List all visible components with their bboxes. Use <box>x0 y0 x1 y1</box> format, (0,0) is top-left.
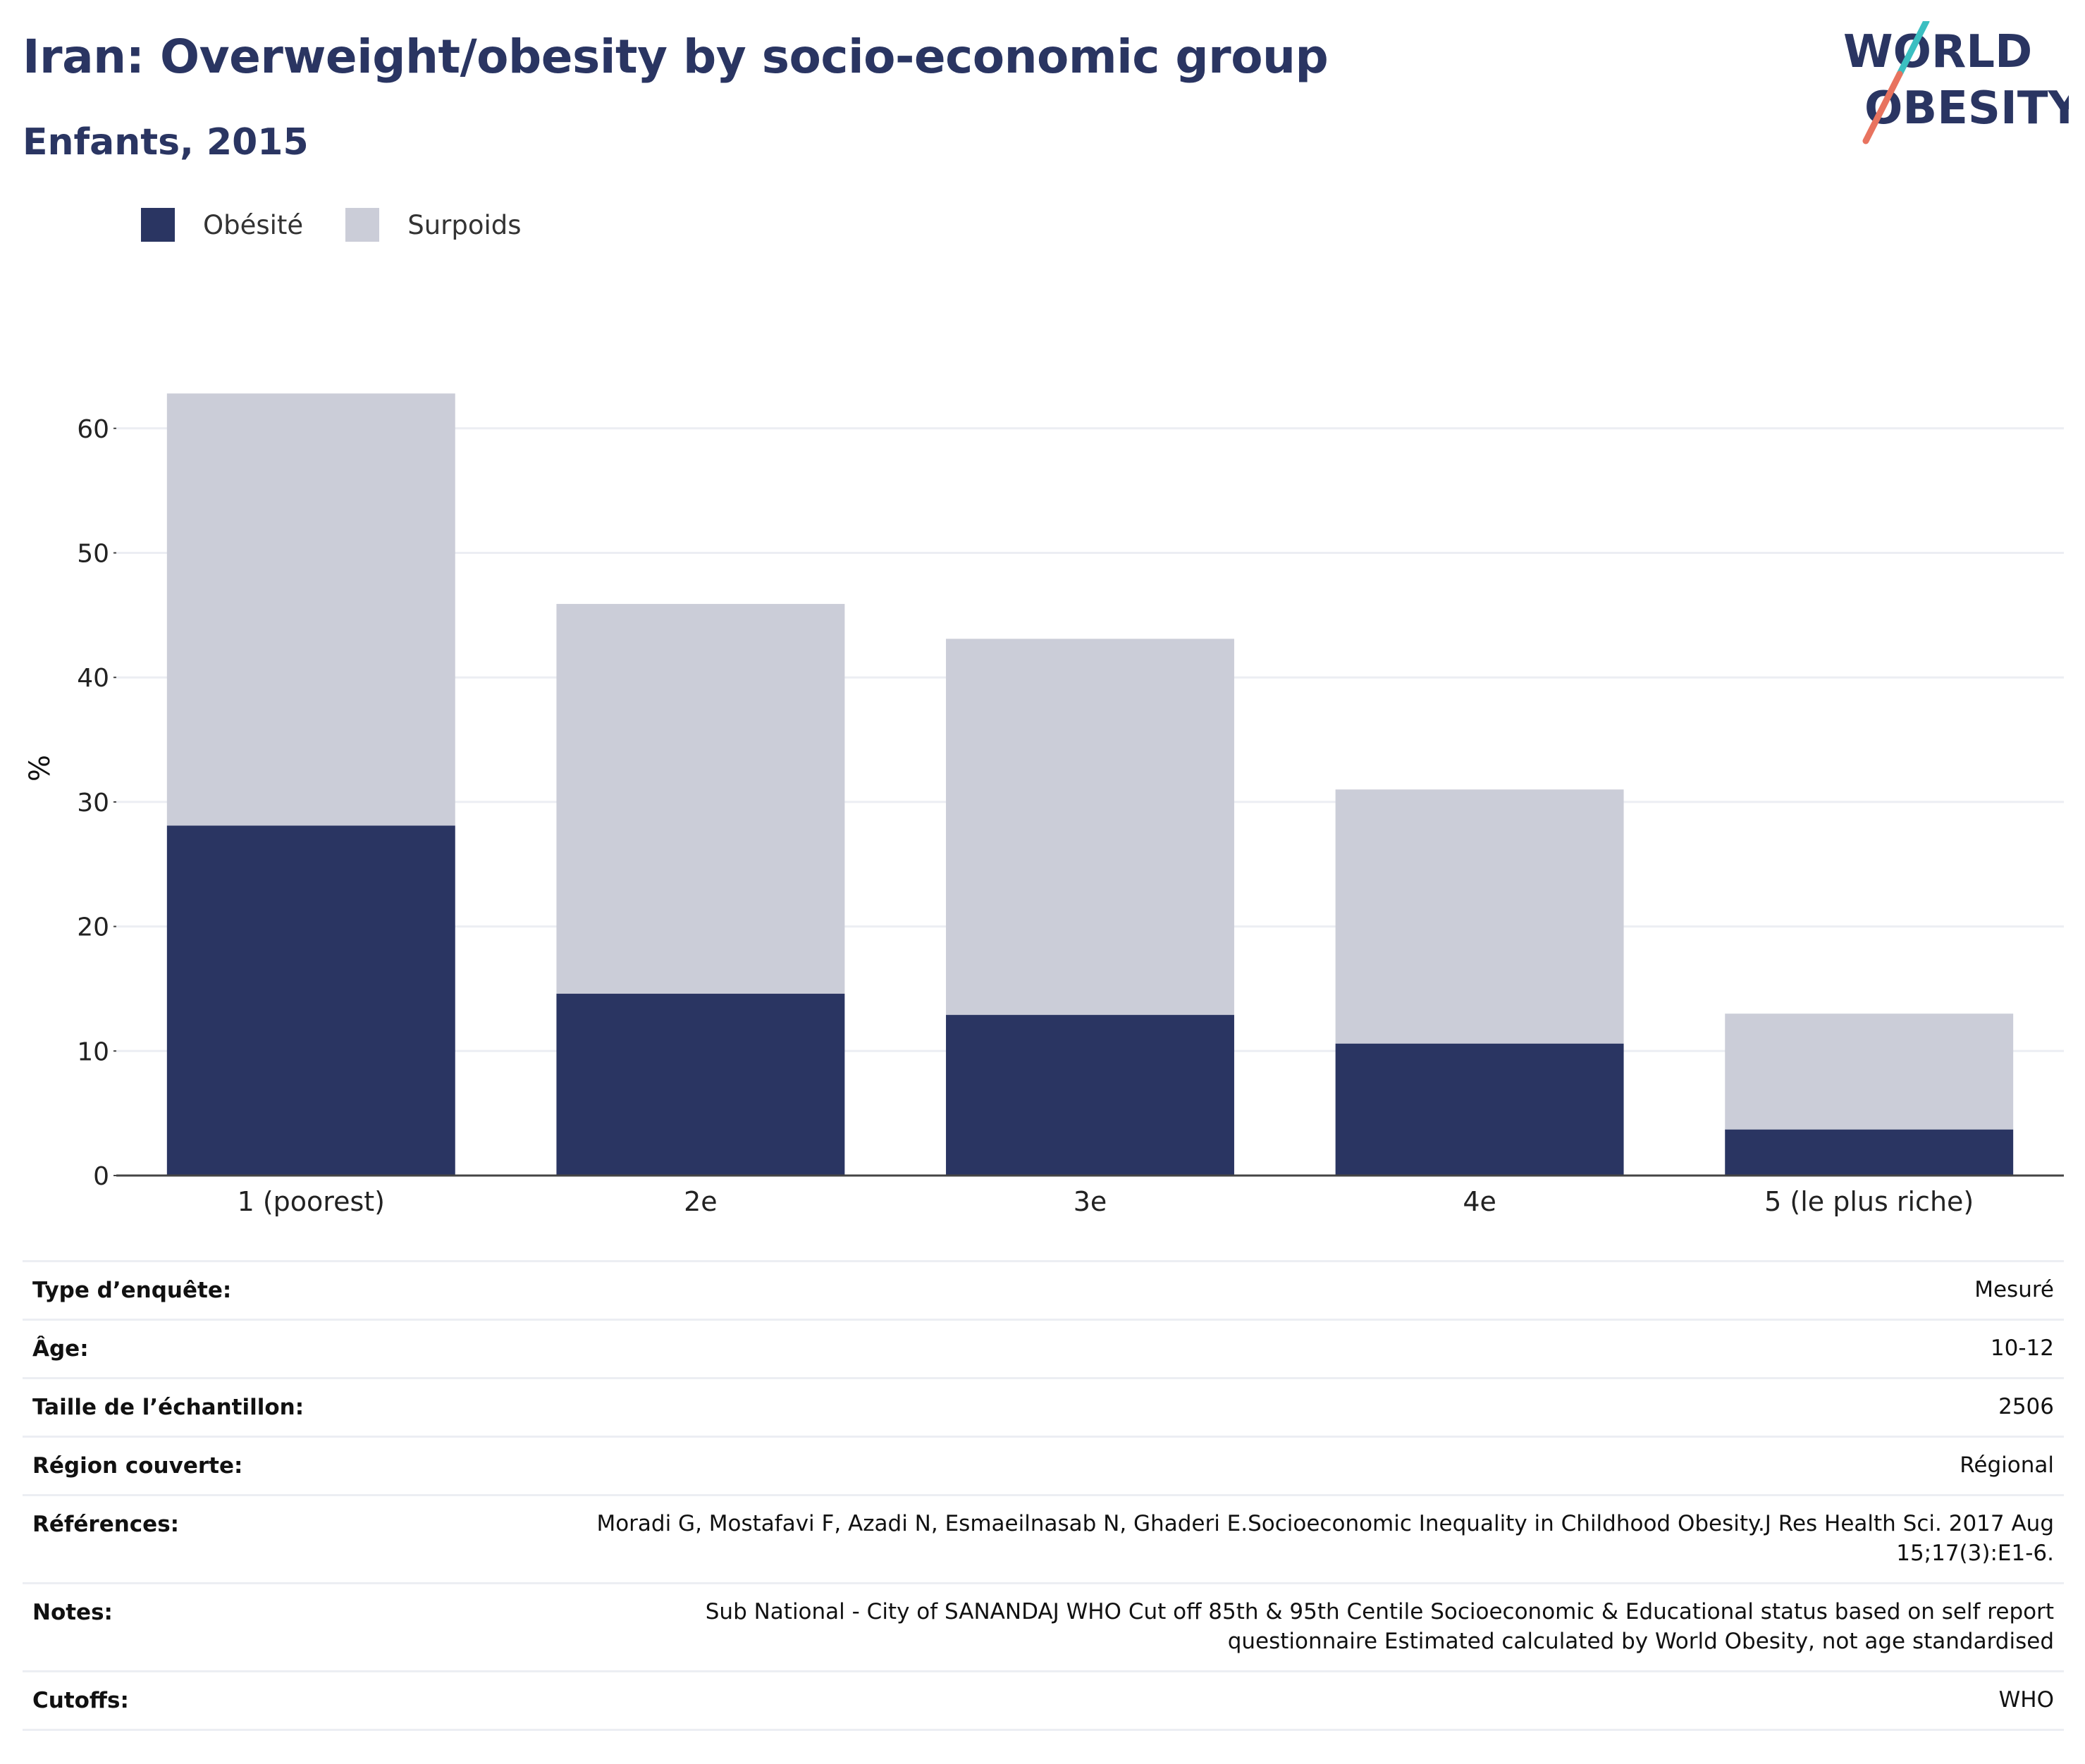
bar-overweight-2[interactable] <box>556 603 845 994</box>
x-tick-label: 1 (poorest) <box>238 1186 385 1217</box>
legend-swatch-obesity <box>141 208 175 242</box>
y-tick-label: 40 <box>77 664 109 693</box>
info-value: Moradi G, Mostafavi F, Azadi N, Esmaeiln… <box>550 1494 2064 1584</box>
bar-overweight-4[interactable] <box>1335 789 1624 1044</box>
info-row: Région couverte: Régional <box>23 1436 2064 1495</box>
info-row: Âge: 10-12 <box>23 1319 2064 1378</box>
info-row: Références: Moradi G, Mostafavi F, Azadi … <box>23 1494 2064 1584</box>
info-value: WHO <box>550 1670 2064 1731</box>
logo-coral-slash <box>1862 70 1903 144</box>
chart-subtitle: Enfants, 2015 <box>23 121 309 164</box>
y-tick-label: 0 <box>93 1162 109 1191</box>
info-value: 10-12 <box>550 1319 2064 1378</box>
logo-text-obesity: OBESITY <box>1864 82 2069 135</box>
bar-obesity-3[interactable] <box>946 1015 1234 1176</box>
bar-overweight-1[interactable] <box>166 393 455 826</box>
legend-swatch-overweight <box>345 208 380 242</box>
chart-legend: Obésité Surpoids <box>141 208 564 242</box>
x-tick-label: 2e <box>684 1186 718 1217</box>
info-row: Notes: Sub National - City of SANANDAJ WH… <box>23 1582 2064 1672</box>
x-tick-label: 5 (le plus riche) <box>1764 1186 1974 1217</box>
bars <box>166 393 2014 1176</box>
info-value: Régional <box>550 1436 2064 1495</box>
info-label: Notes: <box>23 1582 550 1672</box>
legend-item-overweight[interactable]: Surpoids <box>345 208 522 242</box>
y-tick-label: 50 <box>77 540 109 569</box>
bar-overweight-3[interactable] <box>946 639 1234 1016</box>
info-label: Âge: <box>23 1319 550 1378</box>
info-row: Cutoffs: WHO <box>23 1670 2064 1731</box>
info-value: 2506 <box>550 1377 2064 1437</box>
y-tick-label: 10 <box>77 1037 109 1066</box>
chart-title: Iran: Overweight/obesity by socio-econom… <box>23 30 1329 84</box>
bar-obesity-4[interactable] <box>1335 1043 1624 1176</box>
info-label: Cutoffs: <box>23 1670 550 1731</box>
x-tick-label: 3e <box>1074 1186 1107 1217</box>
info-label: Taille de l’échantillon: <box>23 1377 550 1437</box>
logo-text-world: WORLD <box>1843 26 2032 78</box>
legend-item-obesity[interactable]: Obésité <box>141 208 303 242</box>
info-label: Région couverte: <box>23 1436 550 1495</box>
bar-obesity-2[interactable] <box>556 994 845 1176</box>
bar-obesity-1[interactable] <box>166 825 455 1176</box>
legend-label-overweight: Surpoids <box>407 209 522 240</box>
info-value: Sub National - City of SANANDAJ WHO Cut … <box>550 1582 2064 1672</box>
bar-obesity-5[interactable] <box>1725 1129 2014 1176</box>
info-label: Références: <box>23 1494 550 1584</box>
info-row: Taille de l’échantillon: 2506 <box>23 1377 2064 1437</box>
y-tick-label: 30 <box>77 789 109 818</box>
logo-teal-slash <box>1896 21 1930 78</box>
y-tick-label: 20 <box>77 913 109 942</box>
world-obesity-logo: WORLD OBESITY <box>1843 21 2069 144</box>
info-label: Type d’enquête: <box>23 1260 550 1320</box>
y-axis-label: % <box>24 755 56 782</box>
legend-label-obesity: Obésité <box>203 209 304 240</box>
info-value: Mesuré <box>550 1260 2064 1320</box>
info-row: Type d’enquête: Mesuré <box>23 1260 2064 1320</box>
survey-info-table: Type d’enquête: Mesuré Âge: 10-12 Taille de … <box>23 1260 2064 1731</box>
axes: 0 10 20 30 40 50 60 1 (poorest) 2e 3e 4e 5 (le plus… <box>77 415 2064 1217</box>
x-tick-label: 4e <box>1463 1186 1496 1217</box>
bar-overweight-5[interactable] <box>1725 1013 2014 1130</box>
bar-chart: 0 10 20 30 40 50 60 1 (poorest) 2e 3e 4e 5 (le plus… <box>24 393 2064 1217</box>
y-tick-label: 60 <box>77 415 109 444</box>
